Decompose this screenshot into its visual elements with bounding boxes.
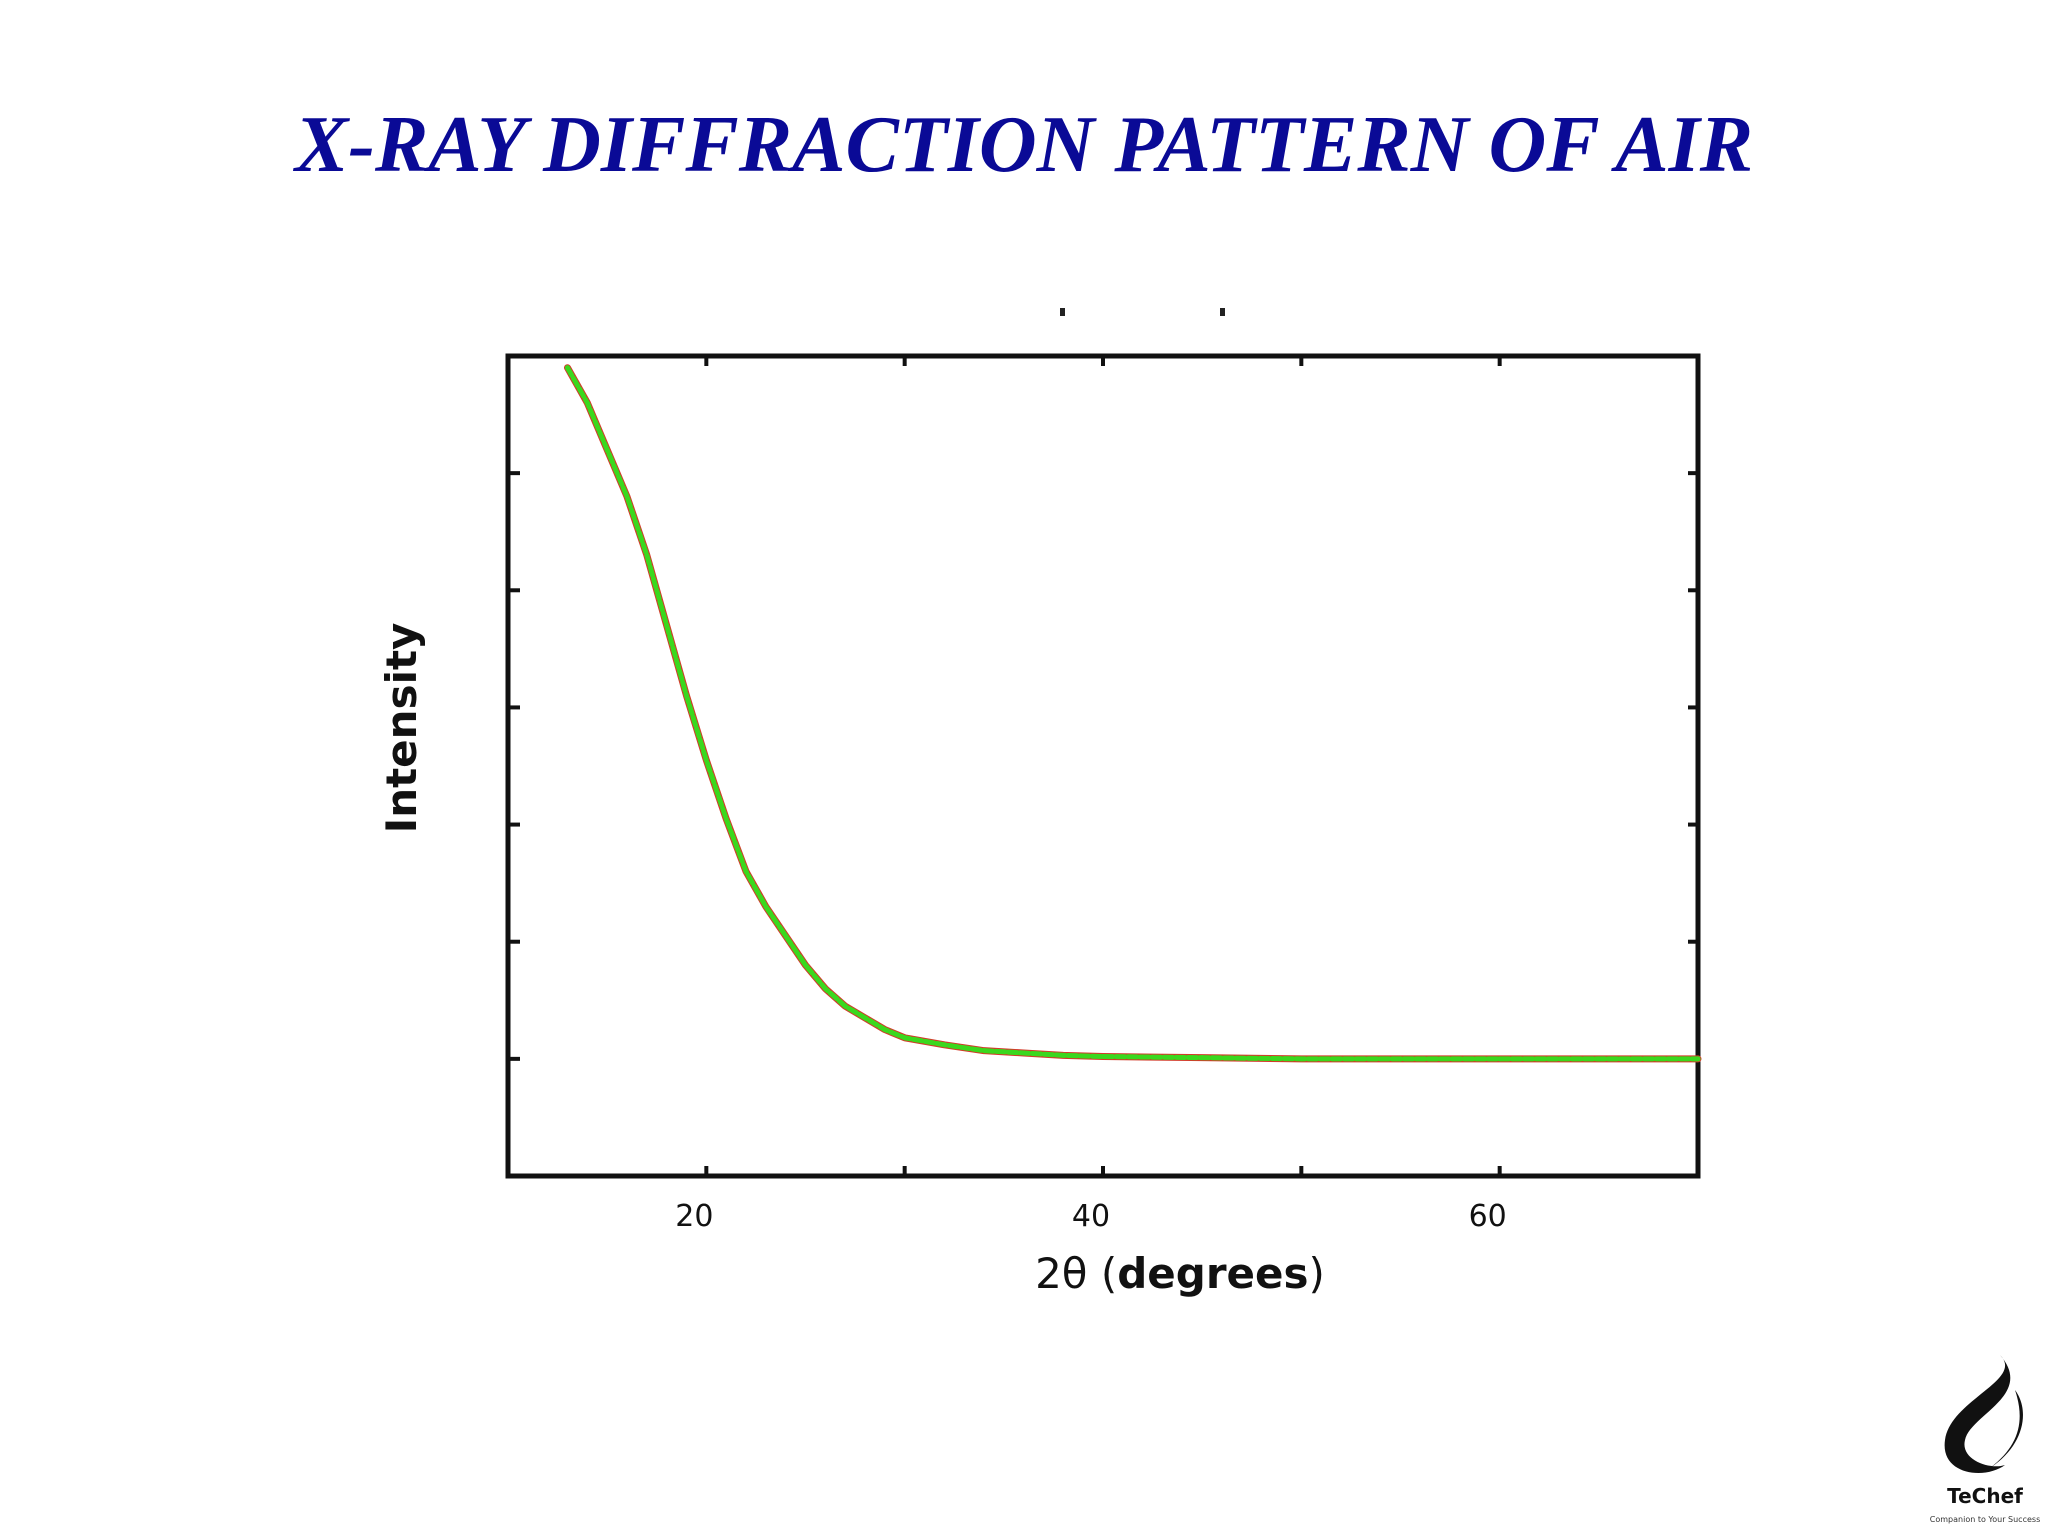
logo-swoosh-icon (1944, 1355, 2011, 1473)
curve-point-20 (1021, 1050, 1027, 1056)
curve-point-22 (1100, 1054, 1106, 1060)
top-mark-right (1220, 308, 1225, 316)
curve-point-13 (822, 986, 828, 992)
curve-point-14 (842, 1003, 848, 1009)
plot-frame (505, 353, 1701, 1179)
curve-point-5 (664, 622, 670, 628)
techef-logo: TeChef Companion to Your Success (1930, 1355, 2040, 1524)
x-tick-label-1: 40 (1072, 1199, 1110, 1234)
x-axis-title: 2θ (degrees) (1035, 1249, 1325, 1298)
curve-point-1 (584, 400, 590, 406)
curve-point-26 (1497, 1056, 1503, 1062)
slide-title: X-RAY DIFFRACTION PATTERN OF AIR (294, 101, 1754, 189)
curve-point-21 (1060, 1052, 1066, 1058)
curve-point-2 (604, 447, 610, 453)
curve-point-19 (981, 1048, 987, 1054)
curve-points (565, 365, 1701, 1062)
curve-point-6 (684, 693, 689, 699)
x-axis-title-suffix: ) (1309, 1249, 1325, 1298)
intensity-curve (565, 365, 1701, 1062)
curve-point-25 (1398, 1056, 1403, 1062)
curve-point-23 (1199, 1055, 1205, 1061)
logo-swoosh-tail-icon (1990, 1390, 2023, 1468)
logo-tagline: Companion to Your Success (1930, 1515, 2040, 1524)
curve-point-17 (902, 1035, 908, 1041)
axis-ticks (506, 356, 1700, 1176)
curve-point-3 (624, 494, 630, 500)
top-tick-marks (1060, 308, 1225, 316)
curve-point-15 (862, 1015, 868, 1021)
curve-point-18 (941, 1042, 947, 1048)
x-axis-title-prefix: 2θ ( (1035, 1249, 1117, 1298)
curve-point-4 (644, 552, 650, 558)
y-axis-title: Intensity (377, 623, 426, 834)
logo-name: TeChef (1947, 1484, 2023, 1508)
curve-point-0 (565, 365, 570, 371)
curve-point-8 (723, 816, 729, 822)
x-tick-label-0: 20 (675, 1199, 713, 1234)
curve-point-12 (803, 962, 808, 968)
curve-point-9 (743, 868, 749, 874)
curve-point-11 (783, 933, 789, 939)
x-tick-label-2: 60 (1469, 1199, 1507, 1234)
curve-point-10 (763, 904, 769, 910)
curve-point-16 (882, 1027, 888, 1033)
curve-point-27 (1596, 1056, 1602, 1062)
intensity-curve-shadow (564, 364, 1702, 1063)
curve-point-28 (1695, 1056, 1701, 1062)
x-tick-labels: 20 40 60 (675, 1199, 1507, 1234)
curve-point-24 (1298, 1056, 1304, 1062)
curve-point-7 (703, 757, 709, 763)
top-mark-left (1060, 308, 1065, 316)
x-axis-title-unit: degrees (1117, 1249, 1308, 1298)
